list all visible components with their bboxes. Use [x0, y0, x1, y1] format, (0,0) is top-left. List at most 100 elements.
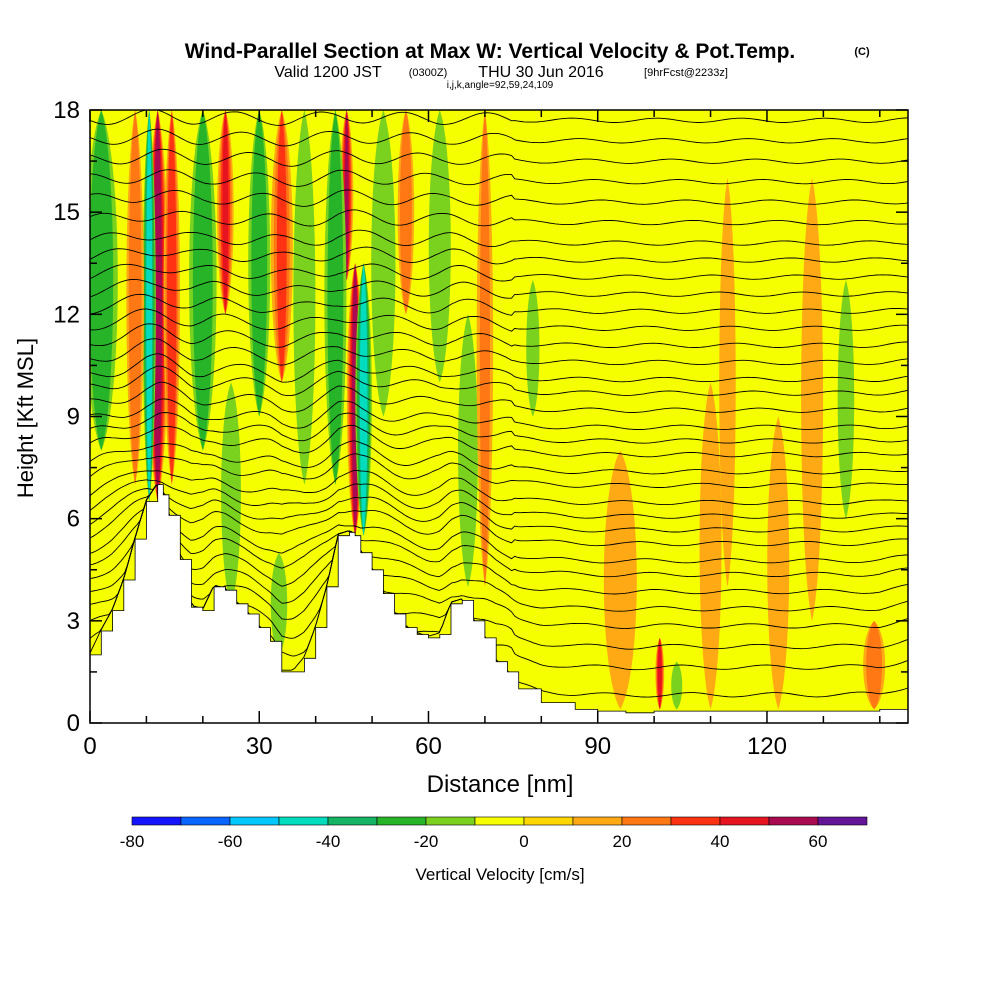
theta-contour-5 [90, 484, 908, 595]
colorbar-tick-label-0: 0 [519, 832, 528, 851]
theta-contour-26 [90, 246, 908, 265]
theta-contour-20 [90, 338, 908, 366]
y-tick-label-12: 12 [53, 301, 80, 328]
theta-contour-2 [90, 484, 908, 650]
theta-contour-17 [90, 381, 908, 413]
velocity-feature-21 [526, 280, 540, 417]
x-tick-label-0: 0 [83, 733, 96, 760]
valid-time: Valid 1200 JST [274, 64, 382, 81]
valid-date: THU 30 Jun 2016 [478, 64, 604, 81]
colorbar-segment-11 [670, 816, 721, 826]
axis-ticks: 0 30 60 90 120 0 3 6 9 12 15 18 [53, 97, 908, 760]
theta-contour-27 [90, 229, 908, 248]
theta-contour-22 [90, 308, 908, 332]
theta-contour-28 [90, 209, 908, 227]
velocity-feature-25 [801, 178, 824, 621]
copyright-mark: (C) [854, 46, 870, 58]
theta-contour-13 [90, 440, 908, 475]
theta-contour-6 [90, 484, 908, 578]
velocity-feature-13 [355, 263, 372, 536]
theta-contour-21 [90, 323, 908, 348]
velocity-feature-4 [163, 110, 181, 485]
forecast-info: [9hrFcst@2233z] [644, 67, 728, 79]
velocity-feature-24 [719, 178, 736, 587]
y-tick-label-0: 0 [67, 710, 80, 737]
colorbar-tick-label--40: -40 [316, 832, 341, 851]
theta-contour-10 [90, 479, 908, 519]
velocity-feature-7 [221, 382, 241, 604]
colorbar-segment-14 [817, 816, 868, 826]
theta-contour-31 [90, 148, 908, 167]
y-axis-label: Height [Kft MSL] [13, 338, 38, 498]
y-tick-label-15: 15 [53, 199, 80, 226]
x-axis-label: Distance [nm] [427, 771, 574, 798]
colorbar-segment-8 [523, 816, 574, 826]
theta-contour-8 [90, 484, 908, 547]
colorbar-segment-4 [327, 816, 378, 826]
velocity-feature-30 [767, 416, 790, 710]
y-tick-label-3: 3 [67, 608, 80, 635]
theta-contour-12 [90, 453, 908, 488]
velocity-feature-11 [270, 552, 288, 655]
theta-contour-30 [90, 169, 908, 187]
colorbar-segment-13 [768, 816, 819, 826]
theta-contour-16 [90, 398, 908, 430]
theta-contour-4 [90, 484, 908, 612]
colorbar-segment-3 [278, 816, 329, 826]
theta-contour-7 [90, 484, 908, 564]
theta-contour-23 [90, 293, 908, 316]
x-tick-label-120: 120 [747, 733, 787, 760]
velocity-feature-3 [126, 110, 144, 485]
theta-contour-29 [90, 189, 908, 207]
theta-contour-15 [90, 412, 908, 444]
y-tick-label-6: 6 [67, 506, 80, 533]
theta-contour-11 [90, 470, 908, 506]
velocity-feature-22 [655, 637, 665, 710]
colorbar-segment-12 [719, 816, 770, 826]
theta-contour-32 [90, 128, 908, 147]
colorbar-segment-7 [474, 816, 525, 826]
theta-contour-19 [90, 353, 908, 383]
theta-contour-25 [90, 263, 908, 282]
colorbar-tick-label-60: 60 [809, 832, 828, 851]
velocity-feature-26 [837, 280, 855, 519]
y-tick-label-18: 18 [53, 97, 80, 124]
colorbar-tick-label--60: -60 [218, 832, 243, 851]
velocity-feature-16 [371, 110, 396, 417]
theta-contour-3 [90, 484, 908, 630]
theta-contour-14 [90, 424, 908, 458]
x-tick-label-90: 90 [584, 733, 611, 760]
y-tick-label-9: 9 [67, 404, 80, 431]
velocity-feature-10 [293, 110, 316, 485]
colorbar-segment-10 [621, 816, 672, 826]
theta-contour-18 [90, 365, 908, 397]
colorbar-segment-1 [180, 816, 231, 826]
terrain-mask [90, 484, 908, 723]
terrain-outline [90, 484, 908, 723]
colorbar-label: Vertical Velocity [cm/s] [415, 865, 584, 884]
colorbar-segment-5 [376, 816, 427, 826]
velocity-feature-17 [397, 110, 415, 315]
colorbar-tick-label-20: 20 [613, 832, 632, 851]
x-tick-label-60: 60 [415, 733, 442, 760]
colorbar-segment-6 [425, 816, 476, 826]
theta-contour-9 [90, 484, 908, 533]
x-tick-label-30: 30 [246, 733, 273, 760]
colorbar-tick-label--80: -80 [120, 832, 145, 851]
theta-contours [90, 110, 908, 698]
colorbar-segment-9 [572, 816, 623, 826]
colorbar-tick-label--20: -20 [414, 832, 439, 851]
valid-utc: (0300Z) [409, 67, 448, 79]
chart-title: Wind-Parallel Section at Max W: Vertical… [185, 40, 796, 63]
theta-contour-24 [90, 278, 908, 299]
colorbar-tick-label-40: 40 [711, 832, 730, 851]
colorbar-segment-0 [131, 816, 182, 826]
grid-indices: i,j,k,angle=92,59,24,109 [447, 80, 554, 91]
velocity-feature-5 [189, 110, 217, 451]
colorbar: -80 -60 -40 -20 0 20 40 60 [120, 816, 868, 851]
theta-contour-33 [90, 110, 908, 126]
velocity-feature-9 [270, 110, 293, 383]
velocity-feature-23 [671, 661, 683, 710]
velocity-feature-27 [863, 620, 886, 710]
